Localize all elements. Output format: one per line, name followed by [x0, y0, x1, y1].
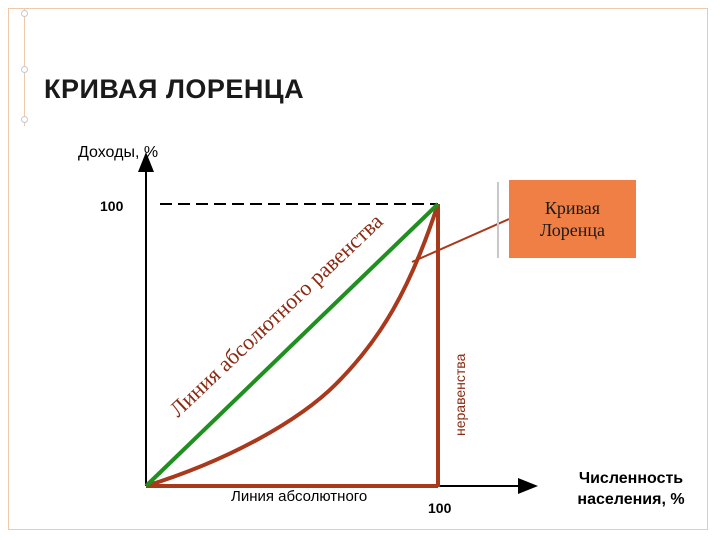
inequality-line-label: неравенства — [452, 353, 468, 436]
callout-line2: Лоренца — [539, 220, 605, 240]
x-axis-label: Численность населения, % — [556, 468, 706, 510]
slide-frame — [8, 8, 708, 530]
slide-decoration — [21, 8, 35, 126]
callout-leader-line — [411, 218, 510, 263]
slide-title: КРИВАЯ ЛОРЕНЦА — [44, 74, 305, 104]
decoration-dot — [21, 66, 28, 73]
bottom-caption: Линия абсолютного — [231, 488, 368, 505]
y-axis-tick-100: 100 — [100, 198, 124, 214]
lorenz-curve — [145, 203, 440, 488]
equality-line — [144, 202, 440, 488]
x-axis-tick-100: 100 — [428, 500, 452, 516]
equality-line-label-path: Линия абсолютного равенства — [164, 208, 387, 421]
equality-line-label: Линия абсолютного равенства — [164, 208, 387, 421]
x-axis-label-line1: Численность — [578, 470, 684, 487]
callout-line1: Кривая — [544, 198, 601, 218]
decoration-dot — [21, 10, 28, 17]
decoration-dot — [21, 116, 28, 123]
x-axis-label-line2: населения, % — [577, 491, 685, 508]
lorenz-callout: Кривая Лоренца — [509, 180, 636, 258]
